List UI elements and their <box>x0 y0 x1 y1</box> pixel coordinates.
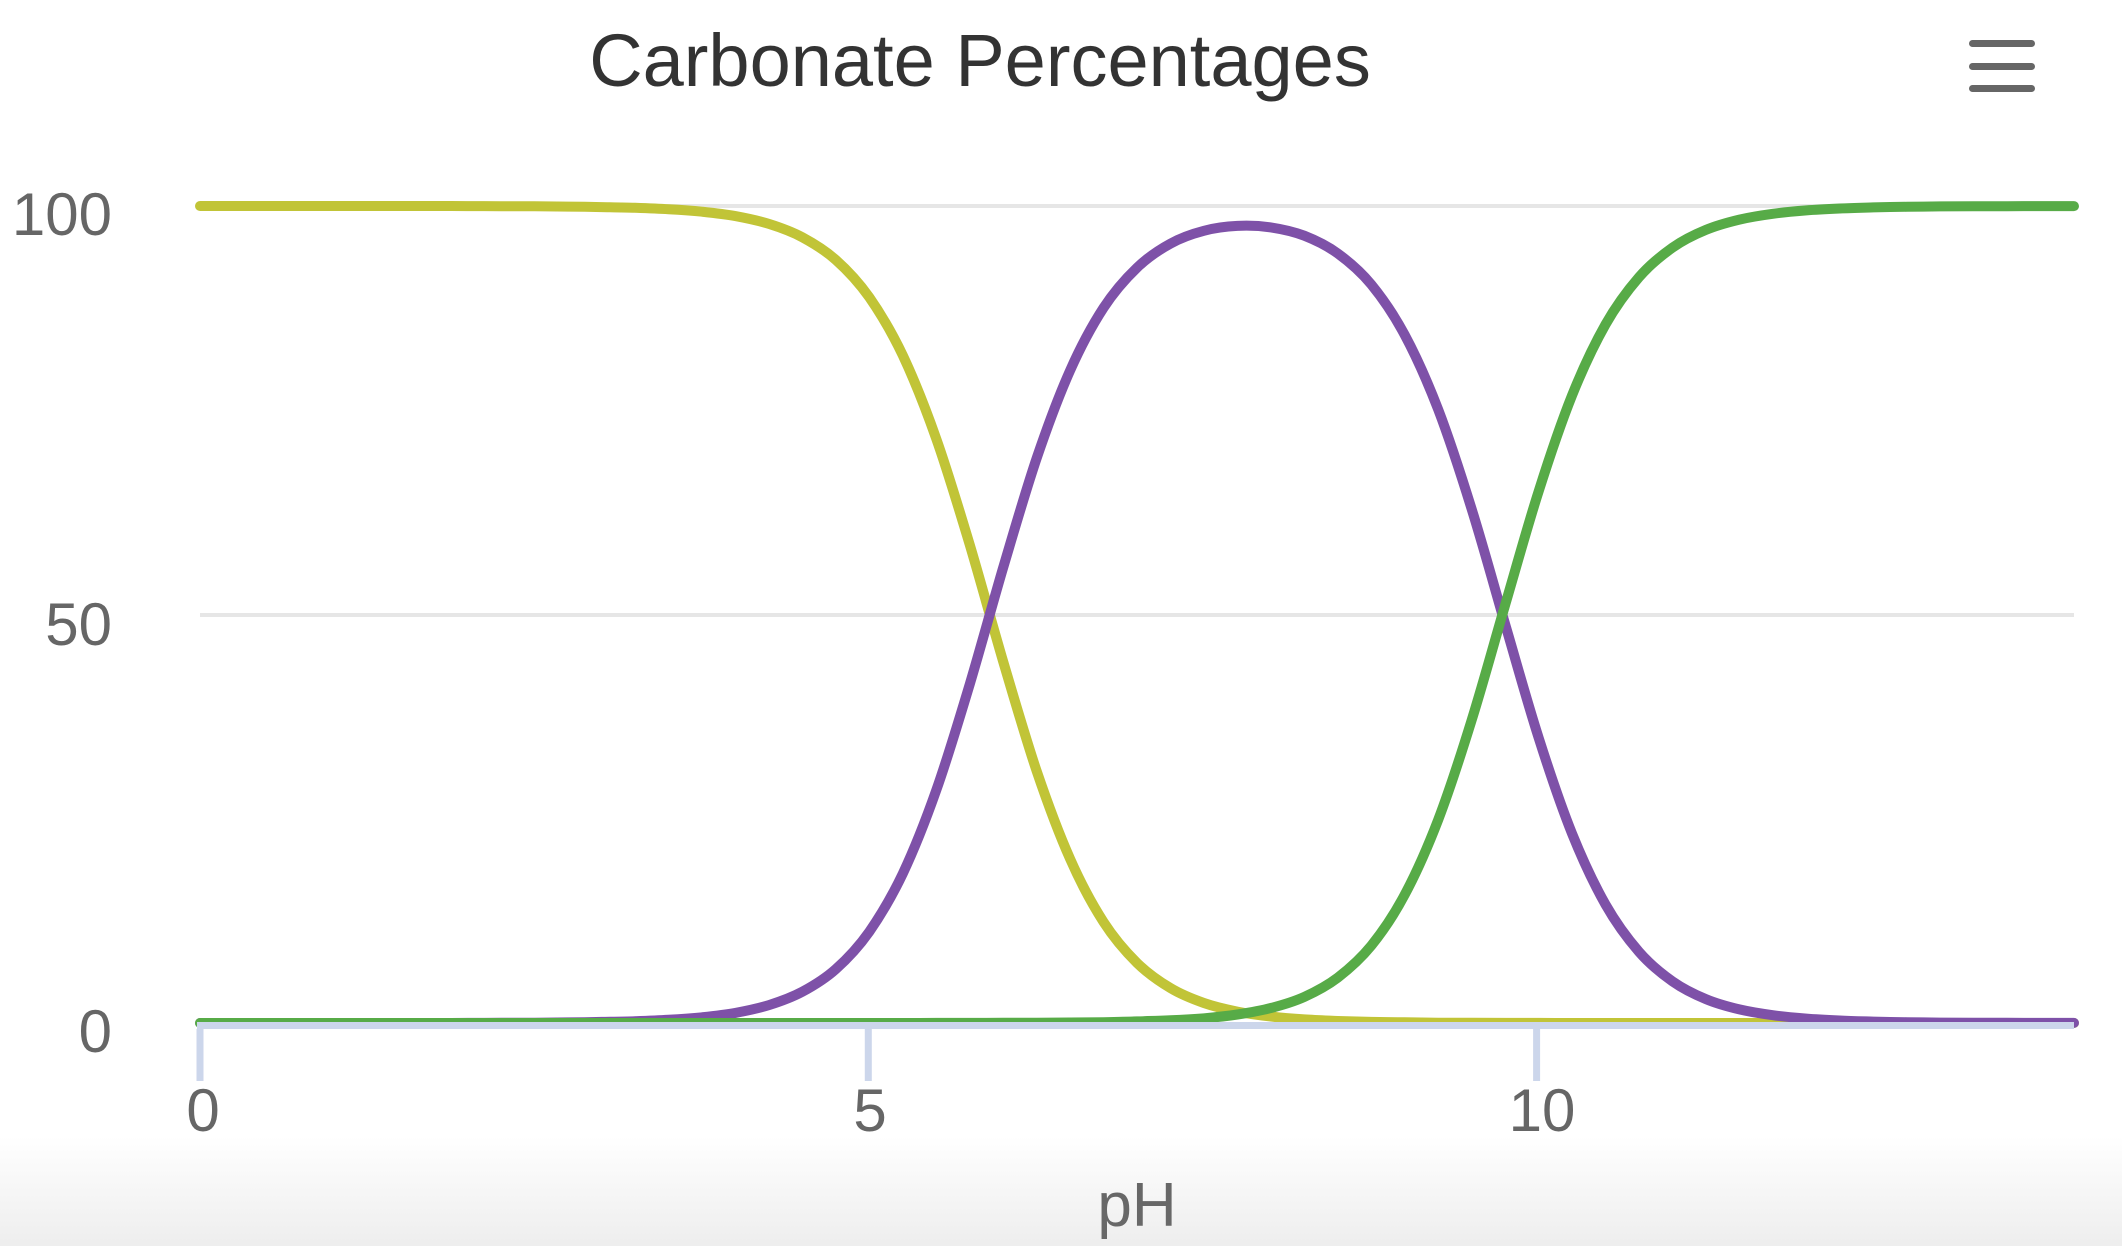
purple-curve[interactable] <box>195 220 2079 1028</box>
y-axis-tick-label-0: 0 <box>78 998 112 1065</box>
hamburger-icon <box>1969 62 2035 70</box>
chart-title: Carbonate Percentages <box>589 19 1371 102</box>
x-axis-title: pH <box>1097 1171 1177 1240</box>
y-axis-tick-label-100: 100 <box>11 181 112 248</box>
x-axis-tick-label-0: 0 <box>186 1077 220 1144</box>
x-axis-tick-label-5: 5 <box>853 1077 887 1144</box>
chart-context-menu-button[interactable] <box>1969 40 2041 92</box>
hamburger-icon <box>1969 85 2035 92</box>
x-axis-tick-label-10: 10 <box>1508 1077 1576 1144</box>
y-axis-tick-label-50: 50 <box>45 591 112 658</box>
hamburger-icon <box>1969 40 2035 47</box>
